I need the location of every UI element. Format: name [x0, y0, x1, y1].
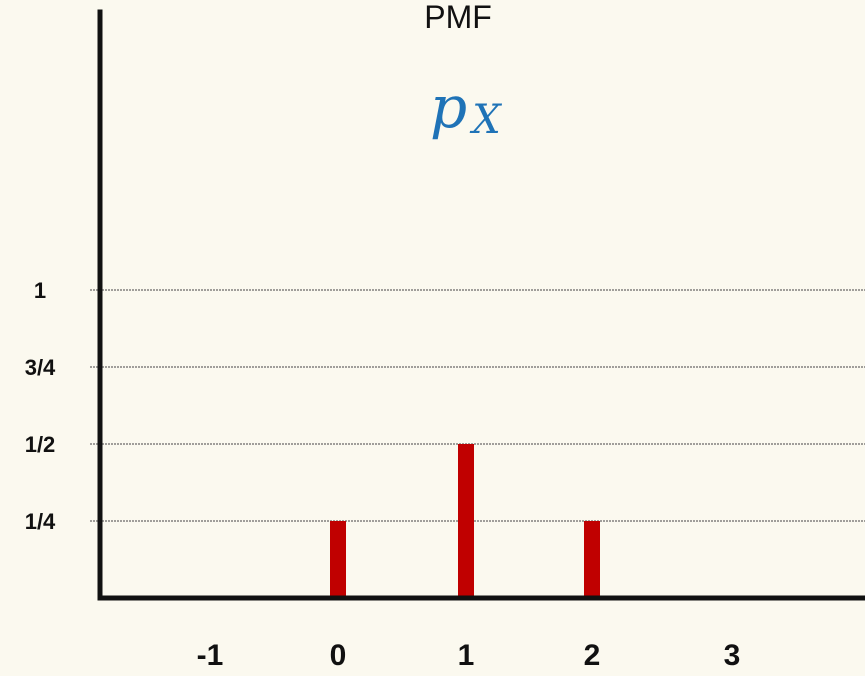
pmf-bar	[330, 521, 346, 598]
x-tick-label: 0	[330, 639, 347, 672]
pmf-symbol-subscript: X	[469, 97, 502, 143]
y-tick-labels: 1/4 1/2 3/4 1	[25, 278, 56, 534]
y-tick-label: 1	[34, 278, 46, 303]
pmf-bar	[458, 444, 474, 598]
bars	[330, 444, 600, 598]
x-tick-label: 3	[724, 639, 741, 672]
x-tick-label: 1	[458, 639, 475, 672]
x-tick-labels: -1 0 1 2 3	[197, 639, 741, 672]
y-tick-label: 1/2	[25, 432, 56, 457]
pmf-symbol-base: p	[430, 73, 467, 141]
pmf-bar	[584, 521, 600, 598]
y-tick-label: 3/4	[25, 355, 56, 380]
x-tick-label: 2	[584, 639, 601, 672]
x-tick-label: -1	[197, 639, 224, 672]
pmf-symbol: p X	[430, 73, 502, 143]
chart-title: PMF	[424, 0, 492, 35]
y-tick-label: 1/4	[25, 509, 56, 534]
gridlines	[90, 289, 865, 522]
axes	[97, 9, 865, 601]
